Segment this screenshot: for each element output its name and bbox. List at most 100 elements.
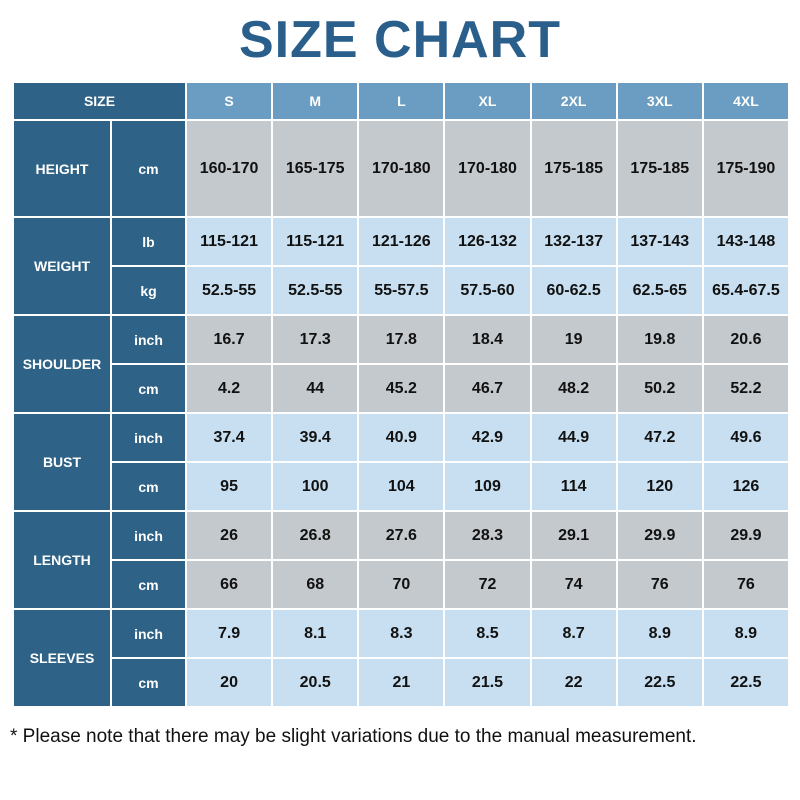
value-cell: 8.3	[359, 610, 444, 657]
table-row: WEIGHT lb 115-121 115-121 121-126 126-13…	[14, 218, 788, 314]
value-cell: 17.3	[273, 316, 358, 363]
size-header-s: S	[187, 83, 272, 119]
value-cell: 132-137	[531, 218, 616, 265]
category-label-bust: BUST	[14, 414, 110, 510]
value-cell: 175-190	[703, 121, 788, 216]
value-cell: 18.4	[445, 316, 530, 363]
value-cell: 40.9	[359, 414, 444, 461]
unit-label: inch	[112, 414, 185, 461]
value-cell: 26	[187, 512, 272, 559]
value-cell: 20.6	[703, 316, 788, 363]
value-cell: 95	[187, 463, 272, 510]
unit-label: inch	[112, 316, 185, 363]
size-header-2xl: 2XL	[531, 83, 616, 119]
value-cell: 65.4-67.5	[703, 267, 788, 314]
value-cell: 29.9	[617, 512, 702, 559]
value-cell: 175-185	[617, 121, 702, 216]
category-label-shoulder: SHOULDER	[14, 316, 110, 412]
value-cell: 126	[703, 463, 788, 510]
value-cell: 68	[273, 561, 358, 608]
value-cell: 170-180	[359, 121, 444, 216]
value-cell: 17.8	[359, 316, 444, 363]
unit-label: cm	[112, 365, 185, 412]
value-cell: 22.5	[703, 659, 788, 706]
value-cell: 49.6	[703, 414, 788, 461]
table-row: BUST inch 37.4 39.4 40.9 42.9 44.9 47.2 …	[14, 414, 788, 510]
value-cell: 165-175	[273, 121, 358, 216]
page-title: SIZE CHART	[239, 11, 561, 69]
value-cell: 52.5-55	[187, 267, 272, 314]
value-cell: 22.5	[617, 659, 702, 706]
table-row: cm 4.2 44 45.2 46.7 48.2 50.2 52.2	[14, 365, 788, 412]
value-cell: 39.4	[273, 414, 358, 461]
value-cell: 19.8	[617, 316, 702, 363]
value-cell: 27.6	[359, 512, 444, 559]
value-cell: 104	[359, 463, 444, 510]
size-header-l: L	[359, 83, 444, 119]
value-cell: 20.5	[273, 659, 358, 706]
value-cell: 74	[531, 561, 616, 608]
value-cell: 160-170	[187, 121, 272, 216]
value-cell: 28.3	[445, 512, 530, 559]
value-cell: 44.9	[531, 414, 616, 461]
table-row: cm 20 20.5 21 21.5 22 22.5 22.5	[14, 659, 788, 706]
unit-label: cm	[112, 121, 185, 216]
category-label-length: LENGTH	[14, 512, 110, 608]
unit-label: cm	[112, 561, 185, 608]
table-row: cm 66 68 70 72 74 76 76	[14, 561, 788, 608]
unit-label: cm	[112, 659, 185, 706]
value-cell: 44	[273, 365, 358, 412]
value-cell: 76	[703, 561, 788, 608]
size-header-xl: XL	[445, 83, 530, 119]
table-row: SHOULDER inch 16.7 17.3 17.8 18.4 19 19.…	[14, 316, 788, 412]
value-cell: 121-126	[359, 218, 444, 265]
size-header-label: SIZE	[14, 83, 185, 119]
value-cell: 170-180	[445, 121, 530, 216]
table-row: LENGTH inch 26 26.8 27.6 28.3 29.1 29.9 …	[14, 512, 788, 608]
value-cell: 52.5-55	[273, 267, 358, 314]
value-cell: 62.5-65	[617, 267, 702, 314]
table-row: SLEEVES inch 7.9 8.1 8.3 8.5 8.7 8.9 8.9	[14, 610, 788, 706]
value-cell: 37.4	[187, 414, 272, 461]
category-label-sleeves: SLEEVES	[14, 610, 110, 706]
value-cell: 8.9	[617, 610, 702, 657]
value-cell: 137-143	[617, 218, 702, 265]
size-header-4xl: 4XL	[703, 83, 788, 119]
value-cell: 45.2	[359, 365, 444, 412]
size-header-3xl: 3XL	[617, 83, 702, 119]
value-cell: 26.8	[273, 512, 358, 559]
value-cell: 143-148	[703, 218, 788, 265]
value-cell: 55-57.5	[359, 267, 444, 314]
value-cell: 29.9	[703, 512, 788, 559]
table-row: kg 52.5-55 52.5-55 55-57.5 57.5-60 60-62…	[14, 267, 788, 314]
value-cell: 60-62.5	[531, 267, 616, 314]
value-cell: 46.7	[445, 365, 530, 412]
value-cell: 42.9	[445, 414, 530, 461]
value-cell: 70	[359, 561, 444, 608]
value-cell: 100	[273, 463, 358, 510]
value-cell: 22	[531, 659, 616, 706]
category-label-weight: WEIGHT	[14, 218, 110, 314]
value-cell: 7.9	[187, 610, 272, 657]
value-cell: 50.2	[617, 365, 702, 412]
table-row: HEIGHT cm 160-170 165-175 170-180 170-18…	[14, 121, 788, 216]
size-header-m: M	[273, 83, 358, 119]
value-cell: 8.7	[531, 610, 616, 657]
value-cell: 126-132	[445, 218, 530, 265]
category-label-height: HEIGHT	[14, 121, 110, 216]
value-cell: 19	[531, 316, 616, 363]
value-cell: 48.2	[531, 365, 616, 412]
value-cell: 114	[531, 463, 616, 510]
value-cell: 109	[445, 463, 530, 510]
unit-label: inch	[112, 610, 185, 657]
unit-label: cm	[112, 463, 185, 510]
value-cell: 57.5-60	[445, 267, 530, 314]
value-cell: 4.2	[187, 365, 272, 412]
measurement-note: * Please note that there may be slight v…	[10, 726, 697, 747]
value-cell: 29.1	[531, 512, 616, 559]
value-cell: 16.7	[187, 316, 272, 363]
value-cell: 21.5	[445, 659, 530, 706]
value-cell: 115-121	[187, 218, 272, 265]
value-cell: 115-121	[273, 218, 358, 265]
size-header-row: SIZE S M L XL 2XL 3XL 4XL	[14, 83, 788, 119]
